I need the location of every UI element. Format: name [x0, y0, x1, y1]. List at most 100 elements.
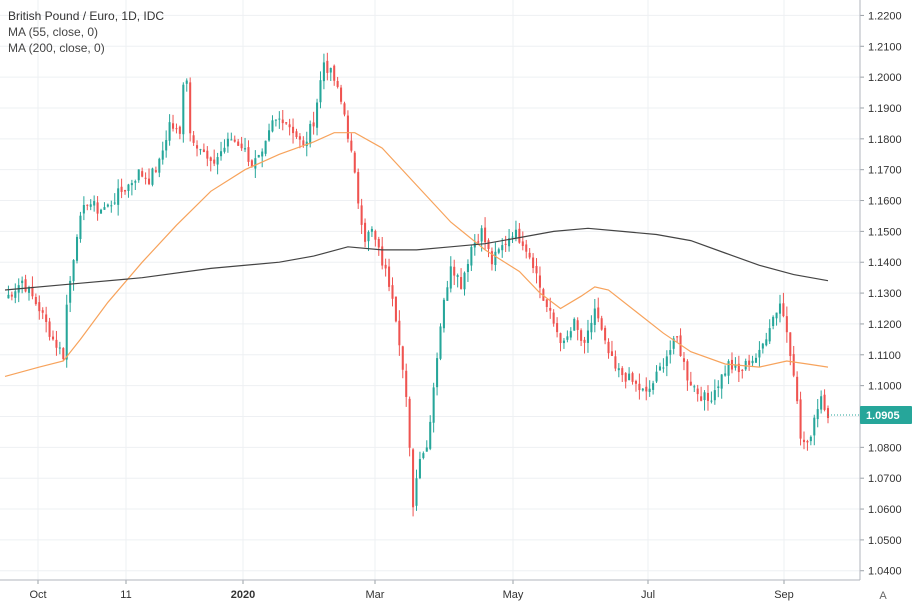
candle-body — [446, 287, 449, 301]
candle-body — [682, 358, 686, 362]
candle-body — [737, 363, 740, 373]
candle-body — [813, 417, 816, 436]
x-tick-label: May — [503, 589, 524, 601]
ma200-label: MA (200, close, 0) — [8, 41, 105, 55]
candle-body — [754, 357, 758, 363]
candle-body — [264, 140, 267, 154]
candle-body — [600, 318, 603, 330]
candle-body — [432, 387, 435, 423]
auto-scale-button[interactable]: A — [879, 590, 887, 602]
candle-body — [165, 140, 168, 151]
candle-body — [230, 139, 233, 141]
candle-body — [792, 354, 795, 376]
candle-body — [758, 349, 761, 358]
candle-body — [535, 265, 538, 274]
x-tick-label: Sep — [774, 589, 794, 601]
candle-body — [226, 138, 229, 147]
candle-body — [545, 299, 548, 307]
candle-body — [117, 188, 120, 205]
candle-body — [377, 238, 380, 248]
candle-body — [240, 143, 243, 149]
candle-body — [442, 299, 445, 329]
candle-body — [189, 82, 192, 134]
candle-body — [556, 323, 559, 333]
candle-body — [631, 373, 634, 382]
y-tick-label: 1.1200 — [868, 319, 902, 331]
y-tick-label: 1.1500 — [868, 226, 902, 238]
candle-body — [703, 392, 706, 401]
candle-body — [761, 343, 764, 349]
candle-body — [401, 346, 404, 370]
last-price-text: 1.0905 — [866, 410, 900, 422]
candle-body — [676, 336, 679, 338]
candle-body — [346, 115, 349, 139]
candle-body — [538, 275, 541, 288]
candle-body — [429, 421, 432, 449]
candle-body — [460, 277, 463, 289]
candle-body — [751, 360, 754, 364]
candle-body — [261, 151, 264, 157]
candle-body — [278, 118, 281, 120]
candle-body — [806, 440, 809, 443]
candle-body — [655, 371, 658, 382]
candle-body — [154, 170, 157, 172]
candle-body — [741, 369, 744, 371]
x-tick-label: 11 — [120, 589, 131, 601]
candle-body — [700, 396, 703, 401]
candle-body — [508, 238, 511, 247]
candle-body — [147, 178, 151, 185]
y-tick-label: 1.1300 — [868, 288, 902, 300]
candle-body — [158, 158, 161, 173]
candle-body — [137, 169, 140, 181]
ma200-line — [4, 227, 829, 291]
candle-body — [796, 376, 799, 402]
candle-body — [48, 321, 51, 337]
candle-body — [151, 168, 154, 185]
candle-body — [65, 304, 68, 360]
candle-body — [710, 400, 713, 402]
candle-body — [569, 331, 572, 338]
candle-body — [628, 373, 631, 381]
candle-body — [357, 172, 360, 204]
candle-body — [624, 373, 627, 382]
candle-body — [415, 478, 418, 506]
candle-body — [237, 141, 240, 146]
candle-body — [487, 240, 490, 250]
ma55-label: MA (55, close, 0) — [8, 25, 99, 39]
candle-body — [178, 126, 181, 134]
y-tick-label: 1.1600 — [868, 196, 902, 208]
candle-body — [209, 157, 212, 161]
candle-body — [566, 336, 569, 340]
y-tick-label: 1.0800 — [868, 442, 902, 454]
candle-body — [271, 120, 274, 132]
candle-body — [41, 310, 44, 313]
candle-body — [610, 351, 613, 356]
candle-body — [583, 339, 586, 343]
candle-body — [456, 275, 459, 277]
candle-body — [820, 396, 823, 410]
candle-body — [693, 386, 696, 388]
candle-body — [350, 140, 353, 151]
candle-body — [789, 332, 792, 356]
candle-body — [689, 381, 692, 386]
candle-body — [521, 241, 524, 246]
candle-body — [326, 60, 329, 73]
candle-body — [686, 361, 689, 381]
x-tick-label: Mar — [366, 589, 385, 601]
candle-body — [641, 388, 644, 391]
candle-body — [391, 285, 394, 299]
candle-body — [69, 280, 72, 303]
candle-body — [24, 279, 27, 292]
candle-body — [257, 154, 260, 158]
candle-body — [31, 286, 34, 297]
candle-body — [34, 296, 37, 305]
candle-body — [312, 122, 315, 127]
candle-body — [388, 266, 391, 287]
candle-body — [86, 204, 89, 206]
candle-body — [463, 272, 466, 290]
candle-body — [182, 84, 185, 135]
candle-body — [161, 150, 164, 160]
grid-lines — [0, 0, 860, 580]
